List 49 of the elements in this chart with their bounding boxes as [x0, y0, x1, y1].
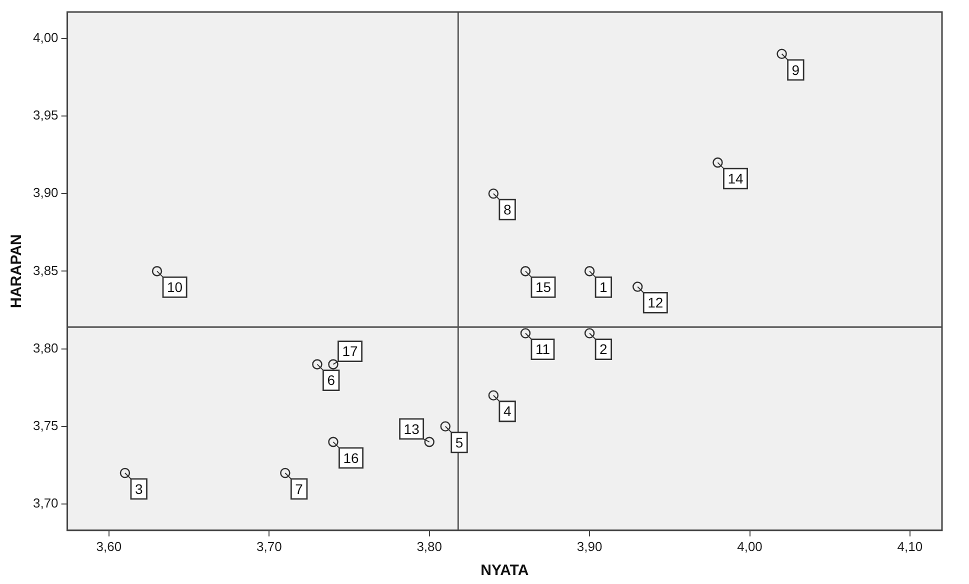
y-tick-label: 3,95 [32, 108, 58, 123]
x-tick-label: 3,60 [96, 538, 122, 554]
point [328, 359, 338, 370]
y-tick-label: 4,00 [32, 30, 58, 45]
point [424, 436, 435, 448]
point [520, 328, 531, 338]
y-axis-title: HARAPAN [8, 234, 26, 308]
point [440, 421, 451, 432]
point [152, 266, 162, 276]
x-tick-label: 3,70 [256, 538, 282, 554]
y-tick-label: 3,75 [32, 418, 58, 433]
annotation: 14 [728, 170, 744, 186]
annotation: 1 [600, 279, 608, 296]
annotation: 17 [342, 343, 358, 360]
annotation: 4 [503, 403, 512, 420]
point [712, 157, 723, 168]
point [584, 266, 595, 276]
annotation: 9 [792, 62, 800, 78]
annotation: 3 [134, 480, 143, 497]
x-tick-label: 4,00 [737, 538, 762, 554]
point [120, 468, 130, 478]
point [584, 328, 595, 338]
y-tick-label: 3,90 [32, 185, 58, 200]
annotation: 7 [295, 480, 304, 497]
x-axis-title: NYATA [480, 562, 529, 580]
x-tick-label: 3,80 [416, 538, 442, 554]
annotation: 15 [535, 279, 552, 296]
annotation: 10 [167, 279, 183, 296]
point [488, 390, 499, 401]
point [328, 436, 338, 448]
annotation: 13 [404, 420, 420, 437]
annotation: 12 [648, 294, 664, 311]
annotation: 2 [600, 341, 608, 358]
annotation: 16 [343, 450, 360, 466]
point [312, 359, 322, 370]
point [280, 468, 290, 478]
point [520, 266, 531, 276]
point [632, 282, 643, 292]
annotation: 6 [327, 372, 336, 388]
y-tick-label: 3,85 [32, 262, 58, 278]
annotation: 8 [503, 201, 512, 218]
point [488, 188, 499, 199]
y-tick-label: 3,80 [32, 340, 58, 356]
y-tick-label: 3,70 [32, 496, 58, 511]
point [776, 48, 787, 60]
x-tick-label: 4,10 [897, 538, 923, 554]
annotation: 11 [535, 341, 550, 358]
annotation: 5 [455, 434, 464, 450]
x-tick-label: 3,90 [576, 538, 602, 554]
